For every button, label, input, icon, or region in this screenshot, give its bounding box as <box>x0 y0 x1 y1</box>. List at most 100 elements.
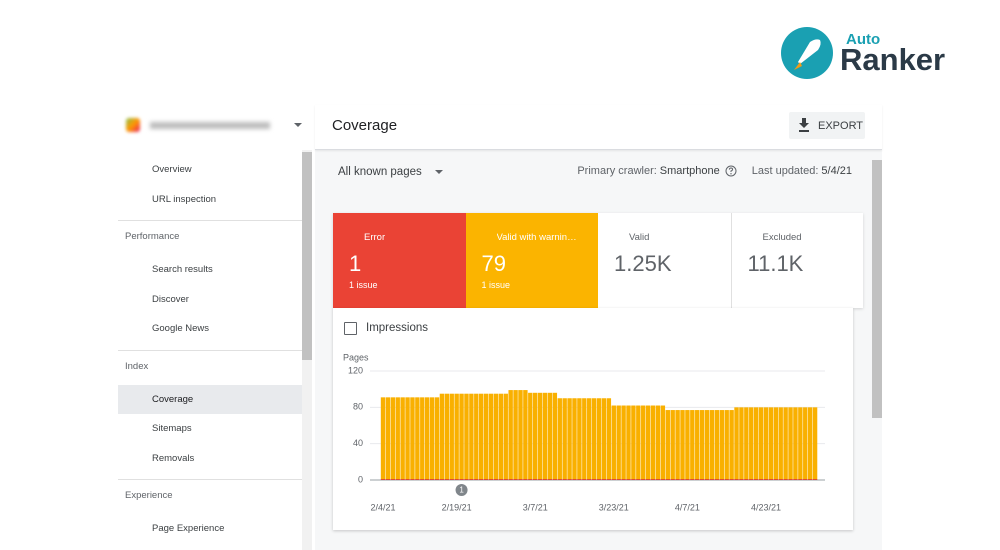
export-button[interactable]: EXPORT <box>789 112 865 139</box>
bar <box>768 407 774 480</box>
bar <box>591 398 597 480</box>
bar <box>542 392 548 480</box>
bar <box>744 479 749 480</box>
bar <box>429 397 435 480</box>
bar <box>621 405 626 480</box>
chart-card: Impressions Pages 0 40 80 120 2/4/21 2/19/21 3… <box>333 308 853 530</box>
bar <box>493 393 499 480</box>
bar <box>513 390 518 480</box>
bar <box>577 479 582 480</box>
bar <box>523 479 528 480</box>
bar <box>424 479 430 480</box>
bar <box>753 479 759 480</box>
status-card[interactable]: Excluded 11.1K <box>730 213 863 308</box>
bar <box>444 393 450 480</box>
scroll-thumb[interactable] <box>302 152 312 360</box>
bar <box>459 393 464 480</box>
bar <box>424 397 430 480</box>
site-url-blurred[interactable] <box>150 122 270 129</box>
bar <box>582 398 587 480</box>
bar <box>709 410 715 480</box>
bar <box>601 398 607 480</box>
bar <box>567 479 572 480</box>
bar <box>577 398 582 480</box>
page-filter[interactable]: All known pages <box>338 166 422 178</box>
section-title[interactable]: Experience <box>125 490 173 501</box>
nav-item[interactable]: Google News <box>118 314 302 344</box>
bar <box>567 398 572 480</box>
nav-label: Search results <box>152 264 213 275</box>
status-card[interactable]: Valid with warnin… 79 1 issue <box>465 213 598 308</box>
status-card[interactable]: Error 1 1 issue <box>333 213 466 308</box>
nav-item[interactable]: Discover <box>118 285 302 315</box>
bar <box>704 410 710 480</box>
bar <box>385 397 391 480</box>
bar <box>454 479 459 480</box>
nav-label: Removals <box>152 452 195 464</box>
bar <box>709 479 715 480</box>
main-scroll-thumb[interactable] <box>872 160 882 418</box>
bar <box>704 479 710 480</box>
export-icon <box>799 118 809 132</box>
bar <box>454 393 459 480</box>
bar <box>636 479 641 480</box>
y-axis-label: Pages <box>343 352 369 362</box>
bar <box>528 392 533 480</box>
bar <box>626 479 631 480</box>
bar <box>400 397 405 480</box>
bar <box>410 397 415 480</box>
impressions-checkbox[interactable] <box>344 322 357 335</box>
bar <box>783 407 788 480</box>
nav-label: Overview <box>152 164 192 175</box>
bar <box>803 479 808 480</box>
bar <box>587 398 592 480</box>
site-favicon <box>126 118 140 132</box>
bar <box>739 479 744 480</box>
bar <box>503 479 508 480</box>
bar <box>395 479 400 480</box>
nav-item[interactable]: Search results <box>118 255 302 285</box>
bar <box>719 410 724 480</box>
bar <box>420 397 425 480</box>
status-card[interactable]: Valid 1.25K <box>598 213 731 308</box>
bar <box>395 397 400 480</box>
bar <box>675 410 680 480</box>
card-value: 79 <box>481 251 506 276</box>
bar <box>420 479 425 480</box>
nav-item[interactable]: URL inspection <box>118 185 302 215</box>
x-tick-label: 4/23/21 <box>751 502 781 512</box>
bar <box>798 407 803 480</box>
bar <box>508 479 513 480</box>
bar <box>788 479 793 480</box>
bar <box>415 479 420 480</box>
bar <box>483 393 489 480</box>
bar <box>724 410 729 480</box>
help-icon[interactable] <box>725 165 737 177</box>
card-value: 11.1K <box>747 251 804 276</box>
bar <box>665 410 670 480</box>
bar <box>631 405 636 480</box>
bar <box>758 479 764 480</box>
bar <box>626 405 631 480</box>
bar <box>415 397 420 480</box>
annotation-marker[interactable] <box>455 484 468 496</box>
bar <box>773 479 778 480</box>
bar <box>744 407 749 480</box>
nav-item[interactable]: Page Experience <box>118 514 302 544</box>
logo-main: Ranker <box>840 42 946 77</box>
section-title[interactable]: Index <box>125 360 149 372</box>
nav-item[interactable]: Sitemaps <box>118 414 302 444</box>
site-caret <box>294 123 302 127</box>
bar <box>429 479 435 480</box>
nav-item[interactable]: Coverage <box>118 384 302 414</box>
nav-item[interactable]: Removals <box>118 444 302 474</box>
nav-item[interactable]: Overview <box>118 155 302 185</box>
bar <box>582 479 587 480</box>
bar <box>660 405 666 480</box>
section-title[interactable]: Performance <box>125 231 180 242</box>
nav-label: URL inspection <box>152 193 217 205</box>
card-label: Valid with warnin… <box>496 232 577 243</box>
bar <box>699 410 705 480</box>
bar <box>803 407 808 480</box>
bar <box>601 479 607 480</box>
